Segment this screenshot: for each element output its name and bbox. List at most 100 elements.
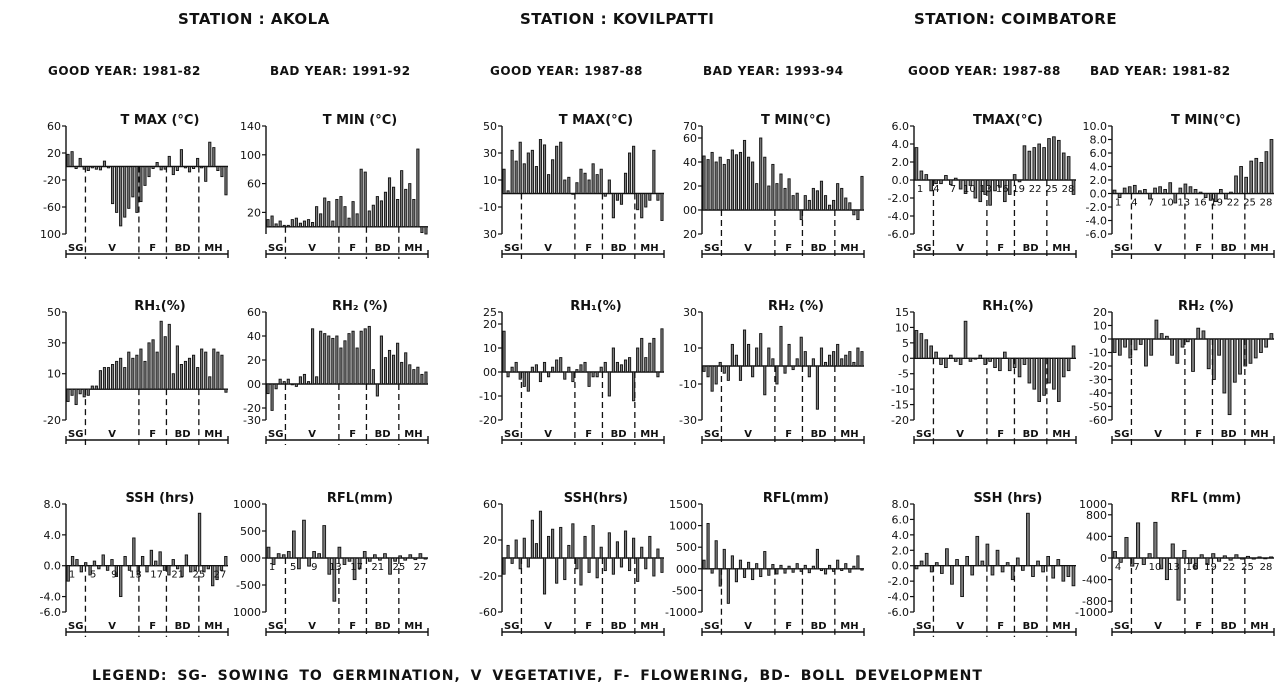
bar (1269, 139, 1274, 194)
stage-label: F (1195, 429, 1202, 440)
bar (154, 560, 158, 567)
stage-label: MH (1250, 621, 1268, 632)
bar (583, 172, 587, 194)
bar (363, 328, 367, 385)
chart-title: RH₂ (%) (332, 299, 388, 314)
x-tick-label: 22 (1029, 184, 1042, 195)
stage-label: MH (404, 243, 422, 254)
x-tick-label: 10 (963, 184, 976, 195)
bar (420, 373, 424, 385)
x-tick-label: 25 (392, 562, 405, 573)
bar (726, 365, 730, 381)
bar (375, 383, 379, 397)
chart-panel: RFL(mm) 1500 1000 500 000 -500 -1000 SG V F BD MH (665, 491, 865, 637)
y-tick-label: 0 (902, 352, 909, 365)
y-tick-label: 0.0 (1090, 188, 1108, 201)
bar (860, 351, 864, 367)
x-tick-label: 4 (1131, 198, 1137, 209)
x-tick-label: 7 (1148, 198, 1154, 209)
bar (175, 565, 180, 570)
bar (180, 565, 184, 577)
y-tick-label: -20 (891, 414, 909, 427)
bar (988, 179, 992, 206)
y-tick-label: -40 (1089, 387, 1107, 400)
bar (1176, 557, 1181, 601)
bar (88, 565, 92, 576)
bar (1153, 187, 1157, 194)
bar (224, 166, 228, 196)
bar (202, 565, 206, 573)
bar (934, 351, 938, 359)
bar (652, 149, 656, 194)
bar (832, 199, 836, 211)
bar (183, 360, 188, 390)
bar (990, 565, 995, 576)
bar (836, 183, 840, 211)
bar (1219, 188, 1223, 194)
x-tick-label: 22 (1227, 198, 1240, 209)
bar (1112, 551, 1117, 559)
bar (311, 328, 315, 385)
bar (615, 541, 619, 559)
bar (1248, 338, 1253, 364)
bar (1017, 357, 1022, 378)
bar (844, 354, 848, 367)
chart-title: T MIN(°C) (761, 113, 831, 128)
bar (771, 358, 775, 367)
bar (317, 553, 321, 559)
bar (1127, 186, 1132, 194)
bar (1003, 351, 1007, 359)
stage-label: F (785, 429, 792, 440)
bar (403, 557, 408, 561)
bar (993, 357, 997, 368)
bar (742, 568, 747, 578)
bar (742, 139, 747, 211)
chart-panel: RH₁(%) 50 30 10 -20 SG V F BD MH (43, 299, 229, 445)
bar (998, 357, 1002, 372)
bar (359, 168, 363, 228)
bar (111, 166, 115, 205)
bar (139, 348, 143, 390)
x-tick-label: 25 (1045, 184, 1058, 195)
bar (111, 364, 115, 390)
x-tick-label: 7 (1133, 562, 1139, 573)
bar (127, 351, 131, 390)
bar (1141, 557, 1146, 565)
stage-label: MH (204, 243, 222, 254)
bar (759, 333, 763, 367)
bar (84, 562, 88, 567)
bar (298, 376, 302, 385)
bar (763, 365, 767, 396)
bar (371, 204, 375, 228)
chart-title: RFL(mm) (327, 491, 393, 506)
chart-title: RH₂ (%) (1178, 299, 1234, 314)
stage-label: MH (640, 429, 658, 440)
bar (1164, 335, 1169, 340)
bar (179, 149, 183, 167)
bar (1133, 338, 1138, 351)
bar (722, 548, 726, 570)
bar (518, 141, 522, 194)
bar (424, 226, 428, 235)
bar (1007, 357, 1012, 372)
chart-panel: T MIN(°C) 10.08.06.04.02.00.0-2.0-4.0-6.0… (1083, 113, 1275, 259)
bar (1206, 338, 1211, 370)
bar (1041, 565, 1045, 573)
bar (840, 187, 844, 211)
stage-label: F (997, 429, 1004, 440)
bar (973, 179, 978, 199)
bar (1056, 559, 1061, 567)
y-tick-label: 1000 (233, 498, 261, 511)
bar (1022, 357, 1027, 365)
y-tick-label: -500 (236, 579, 261, 592)
bar (335, 198, 339, 228)
bar (1188, 186, 1193, 194)
chart-title: T MAX (°C) (121, 113, 200, 128)
chart-title: TMAX(°C) (973, 113, 1043, 128)
y-tick-label: 0.0 (892, 174, 910, 187)
bar (547, 371, 551, 378)
bar (611, 347, 615, 373)
bar (1117, 338, 1122, 356)
bar (1144, 338, 1148, 367)
bar (1117, 193, 1122, 198)
